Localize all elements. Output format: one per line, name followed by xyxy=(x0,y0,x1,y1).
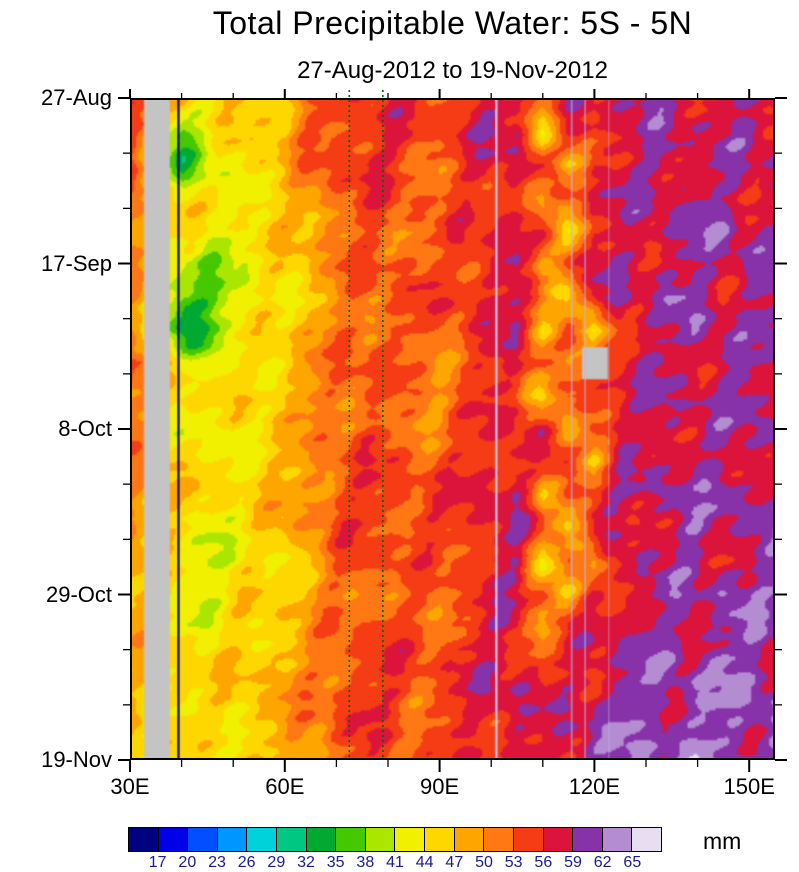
colorbar-box xyxy=(573,828,603,851)
colorbar-tick-label: 44 xyxy=(415,854,434,871)
x-tick-label: 60E xyxy=(265,774,305,799)
y-tick-label: 17-Sep xyxy=(41,250,112,276)
colorbar-tick-label: 50 xyxy=(475,854,493,871)
y-tick-label: 8-Oct xyxy=(58,416,112,441)
x-tick-label: 90E xyxy=(420,774,460,799)
colorbar-tick-label: 62 xyxy=(593,854,612,871)
y-tick-label: 29-Oct xyxy=(45,581,112,607)
colorbar-tick-label: 47 xyxy=(445,854,464,871)
colorbar-tick-label: 65 xyxy=(623,854,642,871)
colorbar-box xyxy=(247,828,278,851)
y-tick-label: 27-Aug xyxy=(41,85,112,110)
colorbar-tick-label: 38 xyxy=(356,854,375,871)
x-tick-label: 150E xyxy=(723,774,775,799)
colorbar-box xyxy=(513,828,544,851)
colorbar-box xyxy=(188,828,218,851)
colorbar-tick-label: 17 xyxy=(148,854,167,871)
colorbar-box xyxy=(365,828,396,851)
chart-subtitle: 27-Aug-2012 to 19-Nov-2012 xyxy=(297,57,608,84)
colorbar-tick-label: 32 xyxy=(297,854,315,871)
colorbar-tick-label: 41 xyxy=(386,854,404,871)
colorbar-box xyxy=(277,828,307,851)
colorbar-tick-label: 35 xyxy=(326,854,345,871)
colorbar-tick-label: 59 xyxy=(564,854,582,871)
colorbar-tick-label: 20 xyxy=(178,854,197,871)
colorbar-labels: 17 20 23 26 29 32 35 38 41 44 47 50 53 56 59 62 65 xyxy=(128,854,662,872)
plot-frame xyxy=(130,98,775,760)
x-tick-label: 30E xyxy=(110,774,150,799)
x-tick-label: 120E xyxy=(568,774,621,799)
colorbar-unit: mm xyxy=(703,828,742,854)
colorbar-box xyxy=(306,828,337,851)
colorbar-box xyxy=(484,828,514,851)
colorbar-box xyxy=(425,828,455,851)
colorbar-box xyxy=(454,828,485,851)
colorbar-box xyxy=(543,828,574,851)
y-axis-labels: 27-Aug 17-Sep 8-Oct 29-Oct 19-Nov xyxy=(0,85,112,772)
chart-title: Total Precipitable Water: 5S - 5N xyxy=(212,5,693,41)
colorbar-box xyxy=(336,828,366,851)
y-tick-label: 19-Nov xyxy=(41,747,112,772)
colorbar-box xyxy=(217,828,248,851)
colorbar-box xyxy=(632,828,661,851)
colorbar-box xyxy=(602,828,633,851)
plot-area xyxy=(118,89,787,772)
colorbar-tick-label: 29 xyxy=(267,854,286,871)
colorbar xyxy=(128,827,662,852)
colorbar-box xyxy=(129,828,159,851)
axes-overlay xyxy=(118,89,787,772)
colorbar-tick-label: 23 xyxy=(208,854,226,871)
colorbar-tick-label: 53 xyxy=(504,854,523,871)
colorbar-box xyxy=(395,828,426,851)
heatmap-canvas xyxy=(130,98,775,760)
x-axis-labels: 30E 60E 90E 120E 150E xyxy=(110,774,775,804)
colorbar-tick-label: 26 xyxy=(237,854,256,871)
colorbar-box xyxy=(158,828,189,851)
colorbar-tick-label: 56 xyxy=(534,854,553,871)
